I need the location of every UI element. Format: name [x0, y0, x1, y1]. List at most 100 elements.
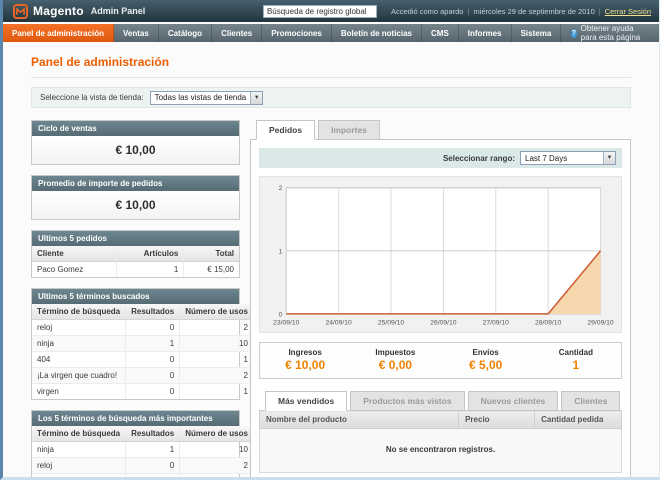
last-orders-box: Ultimos 5 pedidos Cliente Artículos Total P…	[31, 230, 240, 278]
stat-label: Ingresos	[288, 348, 322, 358]
table-row: Paco Gomez 1 € 15,00	[32, 261, 239, 277]
stat-label: Envíos	[472, 348, 499, 358]
column-header: Resultados	[125, 304, 180, 320]
page-content: Panel de administración Seleccione la vi…	[3, 55, 659, 477]
stat-ingresos: Ingresos € 10,00	[260, 348, 350, 372]
table-cell: 404	[32, 351, 126, 368]
divider	[31, 77, 631, 78]
table-row: 404 0 1	[32, 351, 253, 368]
lifetime-sales-value: € 10,00	[32, 136, 239, 164]
top-search-terms-box: Los 5 términos de búsqueda más important…	[31, 410, 253, 477]
logout-link[interactable]: Cerrar Sesión	[604, 6, 651, 16]
nav-item-informes[interactable]: Informes	[459, 24, 512, 42]
table-cell: 1	[115, 261, 184, 277]
global-search-input[interactable]	[262, 4, 377, 18]
table-cell: 0	[125, 319, 180, 336]
last-search-terms-box: Ultimos 5 términos buscados Término de b…	[31, 288, 253, 400]
top-header: Magento Admin Panel Accedió como apardo …	[3, 0, 659, 22]
tab-clientes[interactable]: Clientes	[561, 391, 621, 412]
table-cell: 1	[125, 441, 180, 458]
stat-envios: Envíos € 5,00	[441, 348, 531, 372]
nav-item-catalogo[interactable]: Catálogo	[159, 24, 213, 42]
average-orders-box: Promedio de importe de pedidos € 10,00	[31, 175, 240, 220]
tab-pedidos[interactable]: Pedidos	[256, 120, 316, 140]
tab-mas-vendidos[interactable]: Más vendidos	[265, 391, 348, 412]
table-cell: 2	[179, 457, 253, 474]
nav-item-promociones[interactable]: Promociones	[262, 24, 332, 42]
dashboard-columns: Ciclo de ventas € 10,00 Promedio de impo…	[31, 120, 631, 477]
box-title: Ciclo de ventas	[32, 121, 239, 136]
table-row: virgen 0 1	[32, 383, 253, 399]
nav-item-clientes[interactable]: Clientes	[212, 24, 263, 42]
tab-productos-mas-vistos[interactable]: Productos más vistos	[350, 391, 465, 412]
brand-name: Magento	[33, 4, 84, 18]
table-cell: ¡La virgen que cuadro!	[32, 367, 126, 384]
table-cell: ninja	[32, 441, 126, 458]
main-nav: Panel de administración Ventas Catálogo Cli…	[3, 24, 659, 42]
chart-tabs: Pedidos Importes	[250, 120, 631, 140]
column-header: Cliente	[32, 246, 117, 262]
table-cell: 10	[179, 335, 253, 352]
magento-logo[interactable]: Magento Admin Panel	[13, 3, 146, 19]
average-orders-value: € 10,00	[32, 191, 239, 219]
nav-item-ventas[interactable]: Ventas	[114, 24, 159, 42]
table-cell: 2	[179, 473, 253, 477]
table-cell: reloj	[32, 319, 126, 336]
nav-item-cms[interactable]: CMS	[422, 24, 459, 42]
svg-text:23/09/10: 23/09/10	[273, 320, 300, 327]
stat-value: 1	[572, 358, 580, 373]
nav-item-sistema[interactable]: Sistema	[512, 24, 562, 42]
table-cell: 0	[125, 351, 180, 368]
user-info: Accedió como apardo | miércoles 29 de se…	[391, 7, 651, 16]
table-row: ninja 1 10	[32, 441, 253, 458]
grid-column-header-nombre-del-producto[interactable]: Nombre del producto	[258, 410, 460, 430]
box-title: Ultimos 5 términos buscados	[32, 289, 239, 304]
svg-text:28/09/10: 28/09/10	[535, 320, 562, 327]
table-cell: reloj	[32, 457, 126, 474]
table-cell: 0	[125, 457, 180, 474]
nav-item-boletin-de-noticias[interactable]: Boletín de noticias	[332, 24, 422, 42]
column-header: Artículos	[115, 246, 184, 262]
stat-label: Impuestos	[375, 348, 416, 358]
chevron-down-icon: ▼	[250, 91, 263, 104]
help-link[interactable]: ? Obtener ayuda para esta página	[561, 24, 659, 42]
svg-text:1: 1	[279, 248, 283, 255]
right-column: Pedidos Importes Seleccionar rango: Last …	[250, 120, 631, 477]
store-switcher-bar: Seleccione la vista de tienda: Todas las…	[31, 87, 631, 108]
table-cell: 2	[179, 319, 253, 336]
stat-label: Cantidad	[558, 348, 593, 358]
tab-importes[interactable]: Importes	[318, 120, 380, 140]
nav-item-panel-de-administracion[interactable]: Panel de administración	[3, 24, 115, 42]
box-title: Promedio de importe de pedidos	[32, 176, 239, 191]
chevron-down-icon: ▼	[603, 152, 615, 164]
svg-text:29/09/10: 29/09/10	[587, 320, 614, 327]
table-cell: 1	[179, 383, 253, 399]
table-cell: 0	[125, 383, 180, 399]
table-row: reloj 0 2	[32, 319, 253, 336]
grid-column-header-precio[interactable]: Precio	[458, 410, 536, 430]
column-header: Término de búsqueda	[32, 304, 126, 320]
separator: |	[598, 6, 601, 16]
stat-impuestos: Impuestos € 0,00	[350, 348, 440, 372]
help-icon: ?	[571, 28, 577, 38]
grid-column-header-cantidad-pedida[interactable]: Cantidad pedida	[534, 410, 622, 430]
top-search-table: Término de búsqueda Resultados Número de u…	[32, 426, 253, 477]
tab-nuevos-clientes[interactable]: Nuevos clientes	[467, 391, 559, 412]
separator: |	[467, 6, 470, 16]
store-view-select[interactable]: Todas las vistas de tienda ▼	[149, 90, 264, 105]
table-cell: virgen	[32, 383, 126, 399]
store-switcher-label: Seleccione la vista de tienda:	[40, 93, 144, 102]
logged-in-as: Accedió como apardo	[390, 6, 464, 16]
table-cell: 1	[179, 351, 253, 368]
svg-text:2: 2	[279, 185, 283, 192]
column-header: Total	[183, 246, 239, 262]
brand-suffix: Admin Panel	[90, 6, 146, 16]
page-title: Panel de administración	[31, 55, 170, 69]
table-cell: 2	[179, 367, 253, 384]
range-select[interactable]: Last 7 Days ▼	[520, 151, 616, 165]
empty-row: No se encontraron registros.	[259, 428, 622, 474]
left-column: Ciclo de ventas € 10,00 Promedio de impo…	[31, 120, 253, 477]
last-search-table: Término de búsqueda Resultados Número de u…	[32, 304, 253, 399]
box-title: Ultimos 5 pedidos	[32, 231, 239, 246]
